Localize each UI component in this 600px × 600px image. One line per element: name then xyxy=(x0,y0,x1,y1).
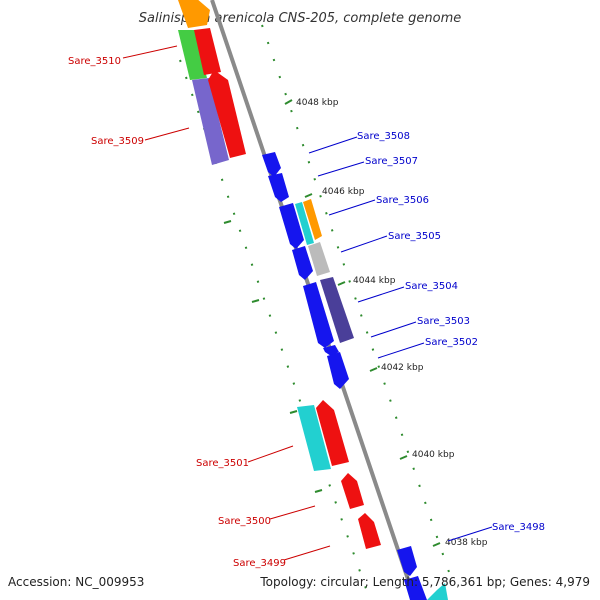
inner-genes xyxy=(178,30,331,471)
left-gene-labels: Sare_3510 Sare_3509 Sare_3501 Sare_3500 … xyxy=(68,45,331,569)
kbp-label: 4046 kbp xyxy=(322,187,365,197)
outer-genes xyxy=(295,199,448,600)
gene-label-sare-3508[interactable]: Sare_3508 xyxy=(357,131,410,142)
right-gene-labels: Sare_3508 Sare_3507 Sare_3506 Sare_3505 … xyxy=(308,131,545,542)
gene-sare-3509-segment[interactable] xyxy=(192,78,229,165)
gene-sare-3505-grey[interactable] xyxy=(308,242,330,276)
kbp-label: 4048 kbp xyxy=(296,98,339,108)
blue-genes xyxy=(262,152,427,600)
gene-sare-3510-red[interactable] xyxy=(194,28,221,75)
gene-label-sare-3509[interactable]: Sare_3509 xyxy=(91,136,144,147)
summary-text: Topology: circular; Length: 5,786,361 bp… xyxy=(259,575,590,589)
gene-label-sare-3505[interactable]: Sare_3505 xyxy=(388,231,441,242)
gene-sare-3499-red[interactable] xyxy=(358,513,381,549)
gene-label-sare-3504[interactable]: Sare_3504 xyxy=(405,281,458,292)
gene-label-sare-3503[interactable]: Sare_3503 xyxy=(417,316,470,327)
gene-sare-3500-red[interactable] xyxy=(341,473,364,509)
accession-text: Accession: NC_009953 xyxy=(8,575,144,589)
gene-bottom-cyan[interactable] xyxy=(427,583,448,600)
gene-sare-3510-segment[interactable] xyxy=(178,30,207,80)
red-genes xyxy=(178,0,381,549)
gene-sare-3506-orange[interactable] xyxy=(303,199,322,240)
kbp-label: 4040 kbp xyxy=(412,450,455,460)
gene-red-top[interactable] xyxy=(178,0,210,28)
gene-sare-3501-segment[interactable] xyxy=(297,405,331,471)
kbp-label: 4038 kbp xyxy=(445,538,488,548)
gene-label-sare-3510[interactable]: Sare_3510 xyxy=(68,56,121,67)
gene-sare-3504-darkpurple[interactable] xyxy=(320,277,354,343)
gene-sare-3502-blue[interactable] xyxy=(327,352,349,389)
gene-bottom-blue[interactable] xyxy=(404,576,427,600)
gene-label-sare-3500[interactable]: Sare_3500 xyxy=(218,516,271,527)
gene-sare-3503-blue[interactable] xyxy=(323,345,339,356)
gene-sare-3506-cyan[interactable] xyxy=(295,202,314,245)
gene-sare-3505-blue[interactable] xyxy=(292,246,313,280)
gene-sare-3504-blue[interactable] xyxy=(303,282,334,348)
gene-sare-3498-blue[interactable] xyxy=(397,546,417,576)
gene-sare-3508-blue[interactable] xyxy=(262,152,281,177)
gene-label-sare-3506[interactable]: Sare_3506 xyxy=(376,195,429,206)
gene-sare-3507-blue[interactable] xyxy=(268,173,289,202)
gene-label-sare-3502[interactable]: Sare_3502 xyxy=(425,337,478,348)
gene-label-sare-3499[interactable]: Sare_3499 xyxy=(233,558,286,569)
gene-sare-3509-red[interactable] xyxy=(208,70,246,158)
kbp-ticks xyxy=(223,99,441,547)
gene-sare-3506-blue[interactable] xyxy=(279,203,304,249)
gene-label-sare-3498[interactable]: Sare_3498 xyxy=(492,522,545,533)
kbp-labels: 4048 kbp 4046 kbp 4044 kbp 4042 kbp 4040… xyxy=(296,98,488,548)
gene-label-sare-3501[interactable]: Sare_3501 xyxy=(196,458,249,469)
kbp-label: 4044 kbp xyxy=(353,276,396,286)
kbp-label: 4042 kbp xyxy=(381,363,424,373)
gene-label-sare-3507[interactable]: Sare_3507 xyxy=(365,156,418,167)
gene-sare-3501-red[interactable] xyxy=(316,400,349,466)
